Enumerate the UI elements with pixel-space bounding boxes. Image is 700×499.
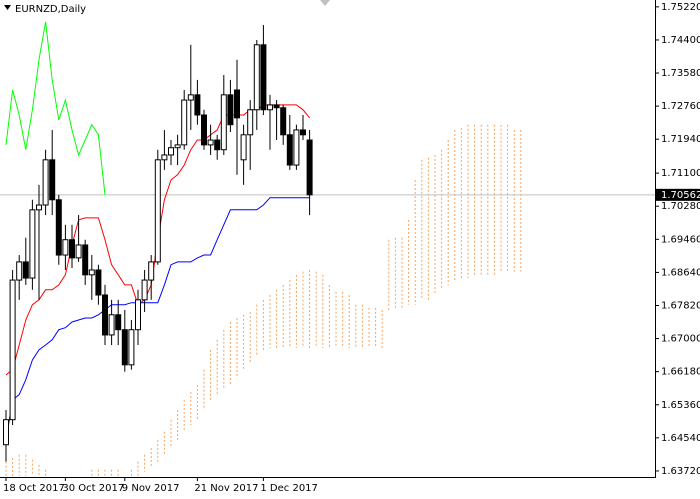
shift-marker <box>320 0 330 6</box>
x-tick-label: 18 Oct 2017 <box>3 483 65 494</box>
candle-body <box>240 134 247 161</box>
candle-body <box>227 94 234 126</box>
y-tick-label: 1.75220 <box>661 2 700 13</box>
candle-body <box>168 147 174 156</box>
candle-body <box>135 299 141 331</box>
candle-body <box>3 419 9 446</box>
x-tick-label: 21 Nov 2017 <box>194 483 258 494</box>
candle-body <box>108 314 115 336</box>
indicator-line <box>5 21 106 195</box>
menu-triangle <box>4 5 11 10</box>
candle-body <box>174 144 181 149</box>
candle-body <box>36 204 42 211</box>
candle-body <box>16 261 23 281</box>
candle-body <box>128 329 135 366</box>
candle-body <box>267 104 273 111</box>
candle-body <box>9 279 16 421</box>
candle-body <box>154 159 161 263</box>
candle-body <box>234 89 240 119</box>
candle-body <box>88 269 95 276</box>
candle-body <box>253 44 260 111</box>
candle-body <box>247 109 254 136</box>
indicator-line <box>5 197 310 440</box>
y-tick-label: 1.71940 <box>661 134 700 145</box>
candle-body <box>69 239 75 259</box>
y-tick-label: 1.67000 <box>661 334 700 345</box>
price-label-box <box>655 188 700 201</box>
y-tick-label: 1.69460 <box>661 234 700 245</box>
candle-body <box>214 139 221 151</box>
candle-body <box>260 44 267 111</box>
candle-body <box>220 94 227 151</box>
y-tick-label: 1.71100 <box>661 168 700 179</box>
y-tick-label: 1.65360 <box>661 400 700 411</box>
candle-body <box>286 134 293 166</box>
candle-body <box>194 94 201 116</box>
y-tick-label: 1.64540 <box>661 433 700 444</box>
y-tick-label: 1.66180 <box>661 367 700 378</box>
candle-body <box>75 244 82 259</box>
y-tick-label: 1.73580 <box>661 68 700 79</box>
candle-body <box>42 159 49 206</box>
candle-body <box>161 154 168 161</box>
candle-body <box>207 139 214 146</box>
candle-body <box>306 139 313 196</box>
candle-body <box>201 114 207 146</box>
y-tick-label: 1.74400 <box>661 35 700 46</box>
candle-body <box>95 269 102 296</box>
y-tick-label: 1.68640 <box>661 267 700 278</box>
candle-body <box>181 99 188 146</box>
candle-body <box>300 129 306 136</box>
candle-body <box>102 294 108 336</box>
chart-title: EURNZD,Daily <box>15 4 86 15</box>
candle-body <box>55 199 62 256</box>
candle-body <box>115 314 122 331</box>
y-tick-label: 1.67820 <box>661 300 700 311</box>
x-tick-label: 1 Dec 2017 <box>260 483 318 494</box>
x-tick-label: 30 Oct 2017 <box>62 483 124 494</box>
y-tick-label: 1.72760 <box>661 101 700 112</box>
price-label: 1.70562 <box>661 190 700 201</box>
y-tick-label: 1.70280 <box>661 201 700 212</box>
candle-body <box>273 104 280 109</box>
candle-body <box>22 261 29 279</box>
x-tick-label: 9 Nov 2017 <box>122 483 180 494</box>
candle-body <box>49 159 56 201</box>
candle-body <box>141 279 148 301</box>
candle-body <box>62 239 69 256</box>
candle-body <box>280 107 287 136</box>
candle-body <box>293 129 300 166</box>
y-tick-label: 1.63720 <box>661 466 700 477</box>
candle-body <box>187 94 194 101</box>
candle-body <box>148 261 155 281</box>
candle-body <box>121 329 128 366</box>
candle-body <box>29 209 36 279</box>
candle-body <box>82 244 89 276</box>
